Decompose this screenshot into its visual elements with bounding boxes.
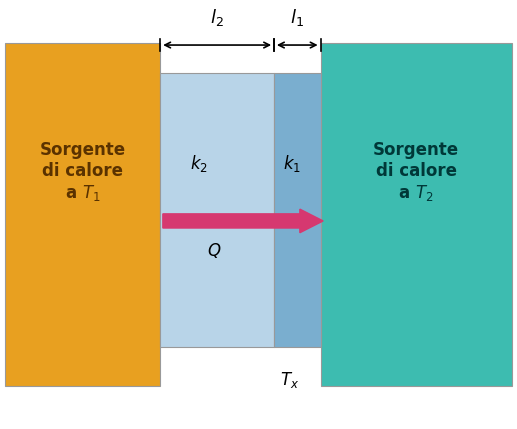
Bar xyxy=(274,73,321,347)
Text: Sorgente
di calore
a $T_2$: Sorgente di calore a $T_2$ xyxy=(373,141,459,202)
Bar xyxy=(321,43,512,386)
Bar xyxy=(5,43,160,386)
Text: $Q$: $Q$ xyxy=(207,242,222,260)
Text: $l_2$: $l_2$ xyxy=(210,7,224,27)
FancyArrow shape xyxy=(163,209,323,233)
Text: Sorgente
di calore
a $T_1$: Sorgente di calore a $T_1$ xyxy=(40,141,126,202)
Text: $k_2$: $k_2$ xyxy=(190,153,208,173)
Bar xyxy=(160,73,274,347)
Text: $T_x$: $T_x$ xyxy=(280,370,299,390)
Text: $k_1$: $k_1$ xyxy=(283,153,301,173)
Text: $l_1$: $l_1$ xyxy=(291,7,304,27)
